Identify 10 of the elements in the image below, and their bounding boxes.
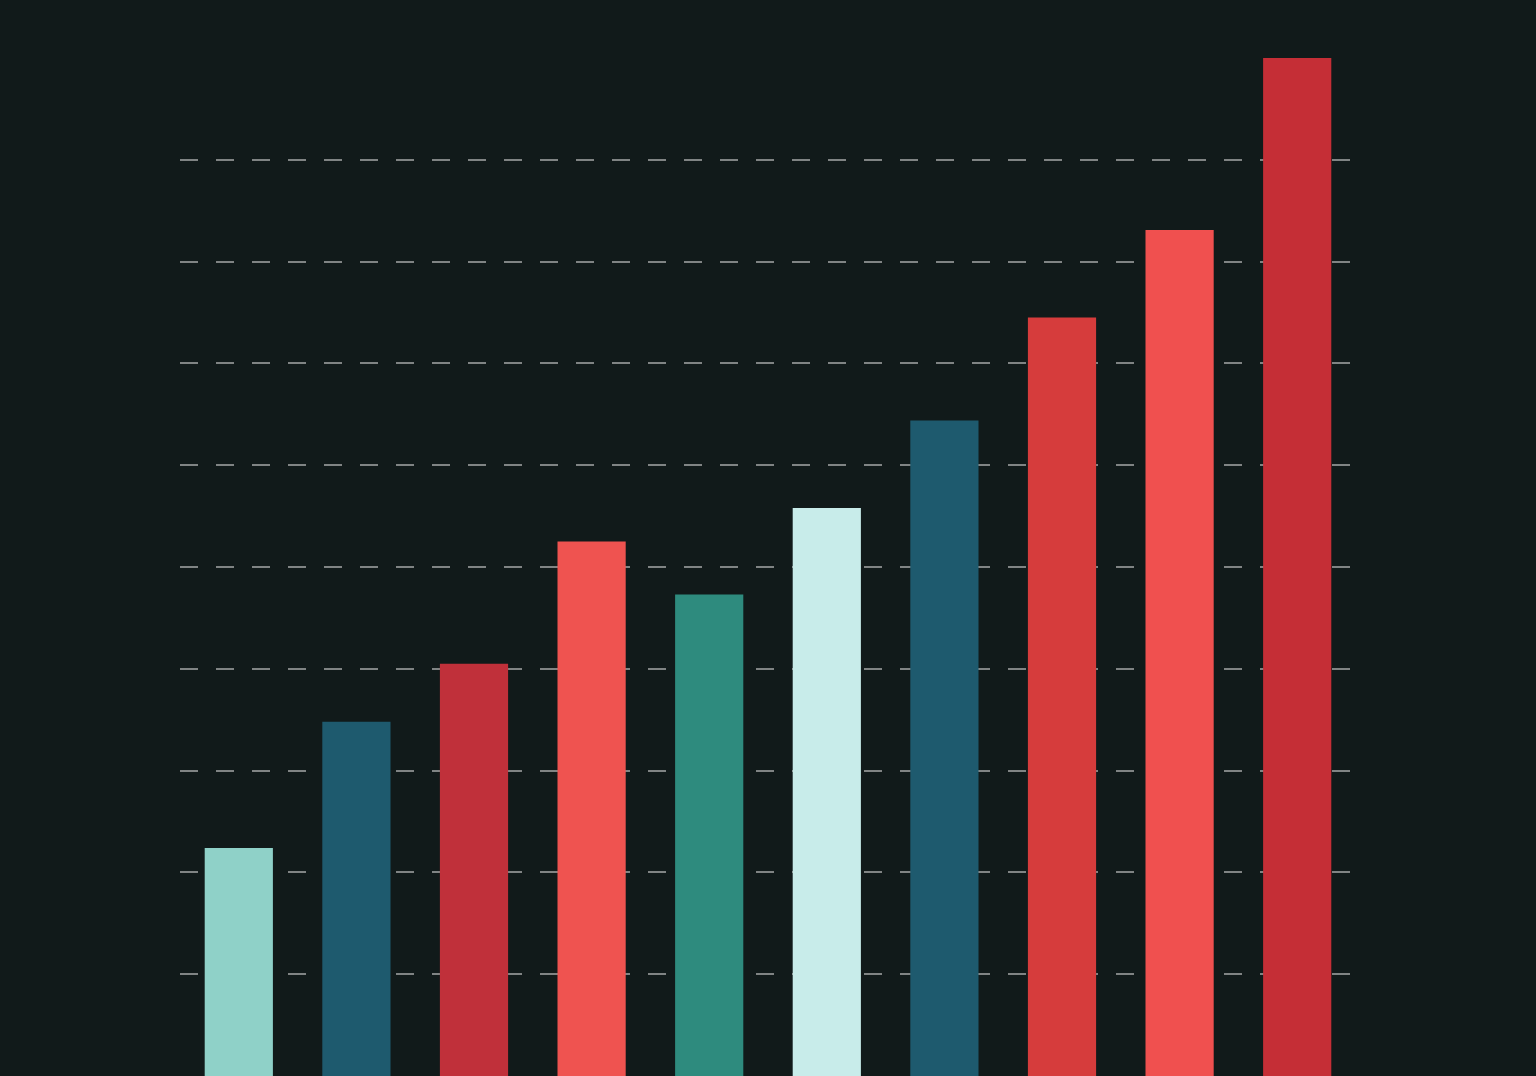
bar xyxy=(1027,317,1097,1076)
bar xyxy=(204,847,273,1076)
bar xyxy=(675,594,744,1076)
bar xyxy=(439,663,509,1076)
bar xyxy=(1263,58,1332,1076)
bar xyxy=(1145,230,1214,1076)
bar xyxy=(792,507,861,1076)
bar xyxy=(322,721,391,1076)
bar xyxy=(910,420,979,1076)
bar xyxy=(557,541,626,1076)
